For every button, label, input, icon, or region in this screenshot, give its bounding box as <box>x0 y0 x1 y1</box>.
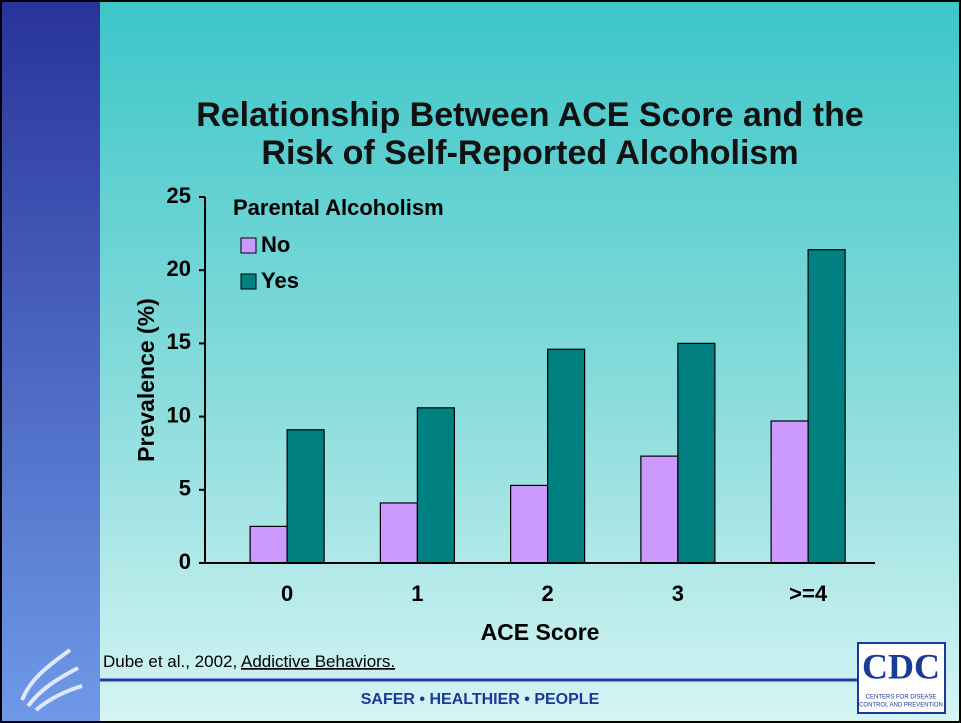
hhs-logo <box>20 648 83 712</box>
source-link: Addictive Behaviors. <box>241 652 395 671</box>
bar <box>807 249 846 564</box>
logo-subtext: CONTROL AND PREVENTION <box>859 703 943 709</box>
bar <box>510 484 549 564</box>
y-axis-label: Prevalence (%) <box>133 298 159 462</box>
title-line: Risk of Self-Reported Alcoholism <box>261 134 798 172</box>
x-tick-label: >=4 <box>789 581 828 606</box>
y-tick-label: 20 <box>167 256 191 281</box>
legend-swatch <box>240 237 257 254</box>
bar <box>640 455 679 564</box>
x-tick-label: 0 <box>281 581 293 606</box>
bar <box>416 407 455 564</box>
x-tick-label: 3 <box>672 581 684 606</box>
bar <box>249 525 288 564</box>
title-line: Relationship Between ACE Score and the <box>196 96 864 134</box>
x-tick-label: 1 <box>411 581 423 606</box>
sidebar <box>0 0 100 723</box>
bar <box>547 348 586 564</box>
legend-title: Parental Alcoholism <box>233 195 444 220</box>
legend-label: No <box>261 232 290 257</box>
y-tick-label: 0 <box>179 549 191 574</box>
x-tick-label: 2 <box>542 581 554 606</box>
bar <box>379 502 418 564</box>
bar <box>770 420 809 564</box>
source-text: Dube et al., 2002, <box>103 652 237 671</box>
logo-box <box>857 642 946 714</box>
x-axis-label: ACE Score <box>481 619 600 645</box>
bar <box>286 429 325 564</box>
logo-subtext: CENTERS FOR DISEASE <box>866 695 937 701</box>
y-tick-label: 15 <box>167 329 191 354</box>
cdc-logo: CDC CENTERS FOR DISEASE CONTROL AND PREV… <box>857 642 946 714</box>
legend-label: Yes <box>261 268 299 293</box>
source: Dube et al., 2002, Addictive Behaviors. <box>103 652 395 671</box>
y-tick-label: 25 <box>167 183 191 208</box>
y-tick-label: 5 <box>179 476 191 501</box>
bar <box>677 342 716 564</box>
legend-swatch <box>240 273 257 290</box>
logo-text: CDC <box>862 646 940 686</box>
y-tick-label: 10 <box>167 402 191 427</box>
footer: SAFER • HEALTHIER • PEOPLE <box>361 691 600 708</box>
